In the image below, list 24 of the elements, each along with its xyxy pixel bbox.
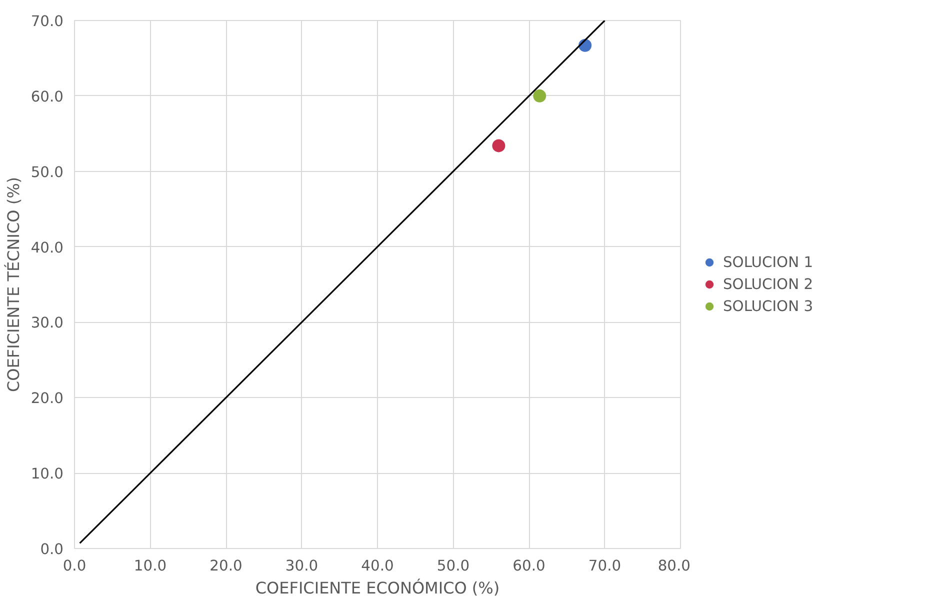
x-tick-label: 10.0 — [134, 558, 167, 574]
x-tick-label: 30.0 — [285, 558, 318, 574]
x-tick-label: 70.0 — [588, 558, 622, 574]
x-tick-label: 60.0 — [512, 558, 546, 574]
x-tick-label: 80.0 — [658, 558, 691, 574]
y-tick-label: 40.0 — [30, 239, 64, 256]
y-tick-label: 60.0 — [30, 88, 64, 106]
legend-label: SOLUCION 1 — [723, 254, 814, 270]
legend-label: SOLUCION 3 — [723, 298, 814, 314]
y-axis-title: COEFICIENTE TÉCNICO (%) — [4, 176, 23, 392]
y-tick-label: 70.0 — [30, 13, 64, 30]
y-tick-label: 50.0 — [30, 164, 64, 181]
y-tick-label: 30.0 — [30, 314, 64, 332]
y-tick-label: 20.0 — [30, 390, 64, 408]
x-tick-label: 40.0 — [361, 558, 394, 574]
y-tick-label: 0.0 — [40, 541, 64, 558]
x-tick-label: 50.0 — [436, 558, 470, 574]
point — [492, 139, 506, 152]
x-tick-label: 20.0 — [210, 558, 242, 574]
legend-label: SOLUCION 2 — [723, 276, 814, 292]
point — [533, 89, 546, 102]
y-tick-label: 10.0 — [30, 466, 64, 483]
x-axis-title: COEFICIENTE ECONÓMICO (%) — [255, 578, 500, 598]
x-tick-label: 0.0 — [62, 558, 86, 574]
